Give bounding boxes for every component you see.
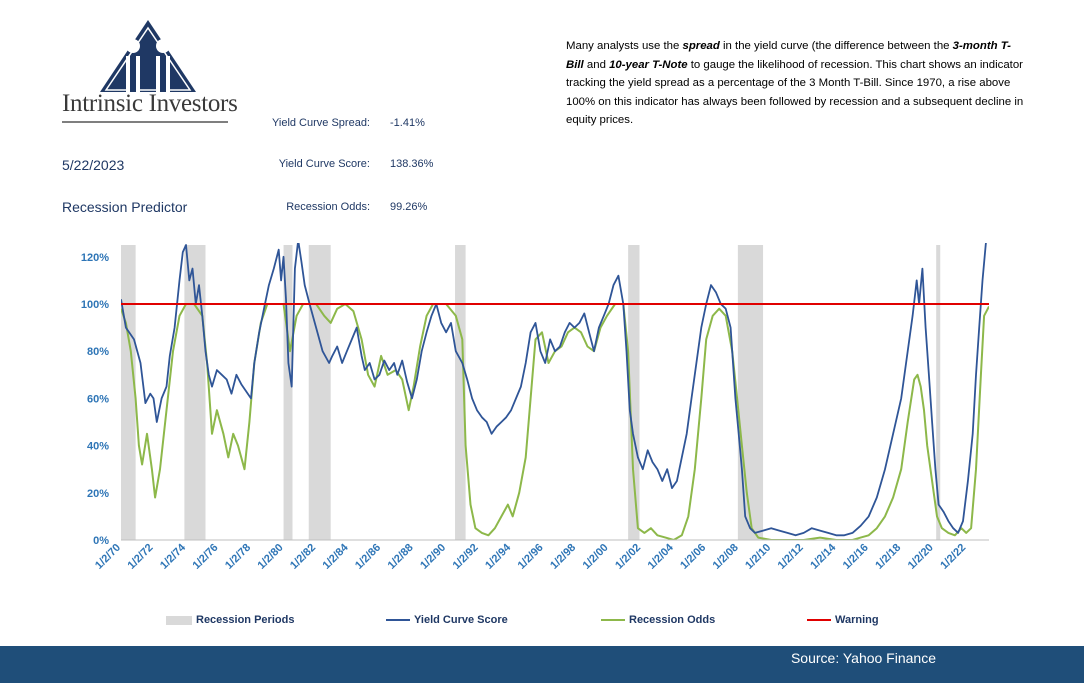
x-tick-label: 1/2/92 — [451, 542, 481, 572]
x-tick-label: 1/2/76 — [191, 542, 221, 572]
recession-band — [936, 245, 941, 540]
recession-band — [455, 245, 466, 540]
y-tick-label: 100% — [81, 299, 109, 311]
stat-value-odds: 99.26% — [390, 201, 428, 213]
x-tick-label: 1/2/74 — [158, 541, 189, 572]
x-tick-label: 1/2/82 — [288, 542, 318, 572]
x-tick-label: 1/2/10 — [743, 542, 773, 572]
x-tick-label: 1/2/22 — [938, 542, 968, 572]
y-tick-label: 20% — [87, 488, 109, 500]
legend-swatch-box — [166, 615, 192, 625]
page-subtitle: Recession Predictor — [62, 199, 188, 215]
y-tick-label: 40% — [87, 441, 109, 453]
legend-swatch-line — [601, 619, 625, 622]
x-tick-label: 1/2/72 — [126, 542, 156, 572]
x-tick-label: 1/2/84 — [321, 541, 352, 572]
legend-recession-odds: Recession Odds — [601, 614, 715, 626]
recession-band — [308, 245, 331, 540]
chart: 0%20%40%60%80%100%120%1/2/70 1/2/72 1/2/74… — [81, 243, 989, 572]
x-tick-label: 1/2/78 — [223, 542, 253, 572]
legend-yield-curve-score: Yield Curve Score — [386, 614, 508, 626]
x-tick-label: 1/2/08 — [711, 542, 741, 572]
report-date: 5/22/2023 — [62, 157, 125, 173]
x-tick-label: 1/2/94 — [483, 541, 514, 572]
x-tick-label: 1/2/18 — [873, 542, 903, 572]
y-tick-label: 80% — [87, 346, 109, 358]
legend-recession-periods: Recession Periods — [166, 614, 294, 626]
legend-swatch-line — [386, 619, 410, 622]
x-tick-label: 1/2/02 — [613, 542, 643, 572]
stat-value-score: 138.36% — [390, 158, 434, 170]
x-tick-label: 1/2/86 — [353, 542, 383, 572]
stat-value-spread: -1.41% — [390, 117, 425, 129]
x-tick-label: 1/2/14 — [808, 541, 839, 572]
x-tick-label: 1/2/16 — [841, 542, 871, 572]
x-tick-label: 1/2/12 — [776, 542, 806, 572]
stat-label-odds: Recession Odds: — [286, 201, 370, 213]
brand-underline — [62, 121, 228, 123]
legend-swatch-line — [807, 619, 831, 622]
recession-band — [737, 245, 764, 540]
x-tick-label: 1/2/04 — [646, 541, 677, 572]
stat-label-spread: Yield Curve Spread: — [271, 117, 370, 129]
logo-triangle — [100, 20, 196, 92]
recession-band — [184, 245, 206, 540]
legend-warning: Warning — [807, 614, 879, 626]
yield-curve-score-line — [121, 243, 987, 537]
footer-bar: Source: Yahoo Finance — [0, 646, 1084, 683]
x-tick-label: 1/2/80 — [256, 542, 286, 572]
source-note: Source: Yahoo Finance — [790, 650, 936, 666]
x-tick-label: 1/2/98 — [548, 542, 578, 572]
y-tick-label: 0% — [93, 535, 109, 547]
y-tick-label: 120% — [81, 252, 109, 264]
y-tick-label: 60% — [87, 393, 109, 405]
recession-band — [121, 245, 136, 540]
x-tick-label: 1/2/06 — [678, 542, 708, 572]
x-tick-label: 1/2/00 — [581, 542, 611, 572]
recession-band — [628, 245, 640, 540]
logo — [100, 20, 196, 92]
x-tick-label: 1/2/96 — [516, 542, 546, 572]
recession-band — [283, 245, 293, 540]
x-tick-label: 1/2/90 — [418, 542, 448, 572]
x-tick-label: 1/2/88 — [386, 542, 416, 572]
stat-label-score: Yield Curve Score: — [278, 158, 370, 170]
description-text: Many analysts use the spread in the yiel… — [566, 40, 1024, 126]
x-tick-label: 1/2/20 — [906, 542, 936, 572]
recession-odds-line — [121, 303, 989, 540]
brand-name: Intrinsic Investors — [62, 90, 238, 117]
